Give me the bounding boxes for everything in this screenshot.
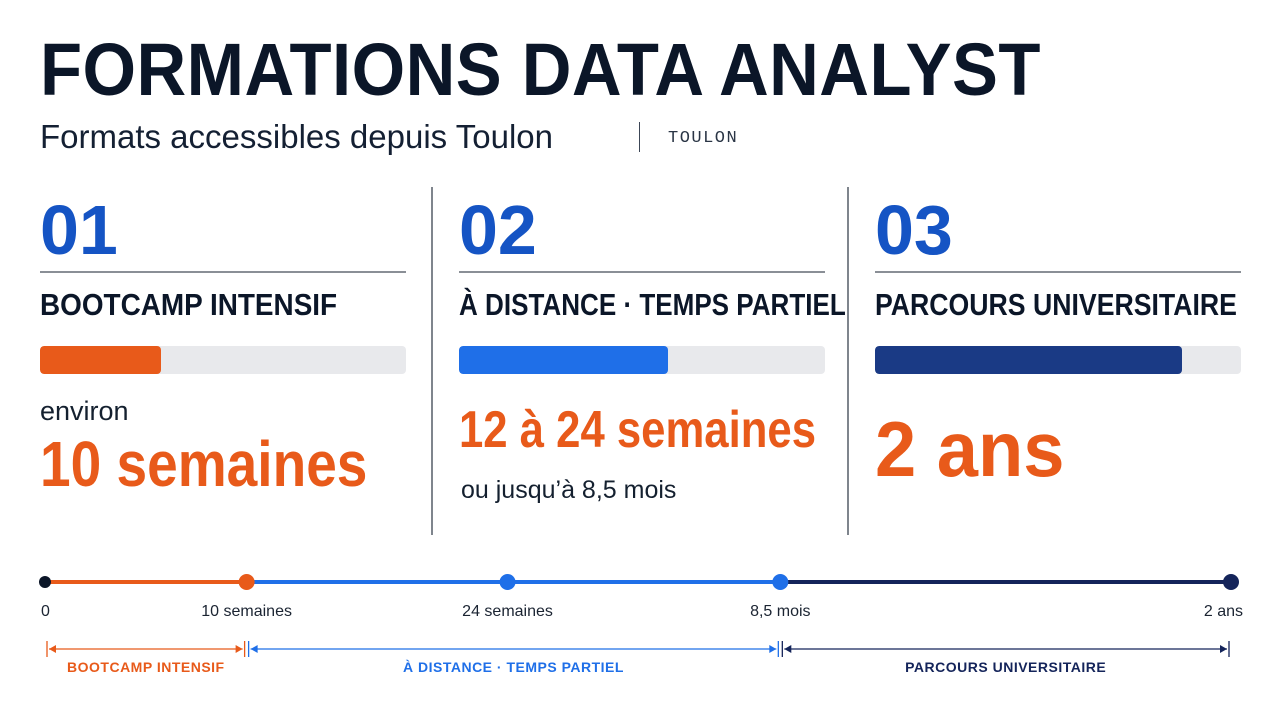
range-label: BOOTCAMP INTENSIF bbox=[67, 659, 225, 675]
timeline-tick-label: 10 semaines bbox=[201, 603, 292, 620]
column-divider-2 bbox=[847, 187, 849, 535]
page-subtitle: Formats accessibles depuis Toulon bbox=[40, 118, 553, 155]
timeline-marker bbox=[39, 576, 51, 588]
timeline-marker bbox=[1223, 574, 1239, 590]
card-value: 12 à 24 semaines bbox=[459, 401, 816, 459]
range-arrow-right bbox=[769, 645, 777, 653]
duration-bar-fill bbox=[459, 346, 668, 374]
location-tag: TOULON bbox=[668, 129, 739, 148]
range-arrow-right bbox=[235, 645, 243, 653]
column-divider-1 bbox=[431, 187, 433, 535]
timeline-marker bbox=[772, 574, 789, 590]
duration-bar-fill bbox=[875, 346, 1183, 374]
timeline-tick-label: 24 semaines bbox=[462, 603, 553, 620]
card-label: PARCOURS UNIVERSITAIRE bbox=[875, 287, 1237, 322]
range-arrow-left bbox=[49, 645, 56, 653]
duration-bar bbox=[459, 346, 825, 374]
format-card-universite: 03 PARCOURS UNIVERSITAIRE 2 ans bbox=[875, 190, 1241, 530]
duration-bar bbox=[40, 346, 406, 374]
card-value: 10 semaines bbox=[40, 428, 368, 500]
card-rule bbox=[459, 271, 825, 273]
duration-bar bbox=[875, 346, 1241, 374]
card-number: 01 bbox=[40, 191, 118, 269]
subtitle-divider bbox=[639, 122, 640, 152]
range-label: PARCOURS UNIVERSITAIRE bbox=[905, 659, 1106, 675]
timeline-marker bbox=[238, 574, 255, 590]
range-label: À DISTANCE · TEMPS PARTIEL bbox=[403, 659, 624, 675]
card-number: 03 bbox=[875, 191, 953, 269]
card-label: À DISTANCE · TEMPS PARTIEL bbox=[459, 287, 846, 322]
duration-bar-fill bbox=[40, 346, 161, 374]
duration-timeline: 0 10 semaines 24 semaines 8,5 mois 2 ans BOOT… bbox=[39, 574, 1243, 675]
card-rule bbox=[40, 271, 406, 273]
format-card-distance: 02 À DISTANCE · TEMPS PARTIEL 12 à 24 se… bbox=[459, 190, 846, 530]
card-rule bbox=[875, 271, 1241, 273]
range-arrow-right bbox=[1220, 645, 1227, 653]
page-title: FORMATIONS DATA ANALYST bbox=[40, 28, 1041, 111]
timeline-tick-label: 0 bbox=[41, 603, 50, 620]
card-value: 2 ans bbox=[875, 405, 1065, 493]
range-arrow-left bbox=[784, 645, 792, 653]
card-note: ou jusqu’à 8,5 mois bbox=[461, 476, 677, 504]
timeline-tick-label: 2 ans bbox=[1204, 603, 1243, 620]
card-number: 02 bbox=[459, 191, 537, 269]
card-label: BOOTCAMP INTENSIF bbox=[40, 287, 338, 322]
card-pre-text: environ bbox=[40, 396, 129, 426]
timeline-marker bbox=[499, 574, 516, 590]
range-arrow-left bbox=[250, 645, 258, 653]
timeline-tick-label: 8,5 mois bbox=[750, 603, 810, 620]
format-card-bootcamp: 01 BOOTCAMP INTENSIF environ 10 semaines bbox=[40, 190, 406, 530]
